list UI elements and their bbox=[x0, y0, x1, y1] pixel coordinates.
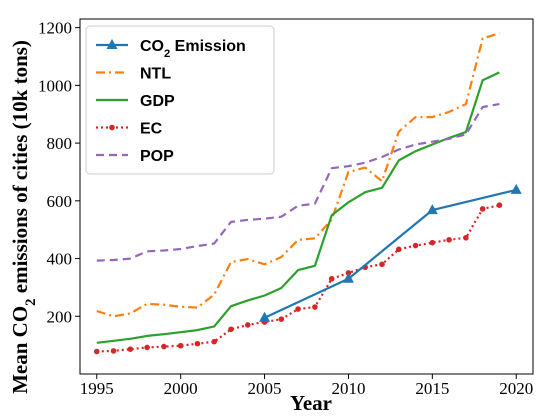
legend-marker bbox=[106, 39, 118, 49]
legend: CO2 Emission NTL GDP EC POP bbox=[85, 25, 275, 175]
legend-item-co-emission: CO2 Emission bbox=[96, 38, 246, 60]
y-tick-label: 200 bbox=[47, 307, 73, 326]
data-point-ec bbox=[93, 348, 100, 355]
plot-frame bbox=[79, 18, 534, 375]
series-layer bbox=[93, 32, 522, 355]
data-point-ec bbox=[144, 344, 150, 351]
y-tick-label: 800 bbox=[47, 134, 73, 153]
series-ntl bbox=[96, 32, 500, 318]
y-tick-label: 600 bbox=[47, 192, 73, 211]
data-point-ec bbox=[177, 342, 184, 349]
series-line-gdp bbox=[96, 71, 500, 344]
series-pop bbox=[96, 103, 500, 262]
y-axis-title: Mean CO2 emissions of cities (10k tons) bbox=[8, 40, 39, 394]
series-ec bbox=[93, 202, 503, 355]
legend-label: CO2 Emission bbox=[140, 38, 246, 60]
data-point-ec bbox=[395, 246, 402, 253]
data-point-ec bbox=[328, 275, 335, 282]
x-tick-label: 2005 bbox=[248, 379, 282, 398]
legend-item-pop: POP bbox=[96, 148, 174, 165]
y-tick-label: 1000 bbox=[38, 76, 72, 95]
data-point-ec bbox=[446, 236, 452, 243]
data-point-ec bbox=[379, 261, 385, 268]
data-point-ec bbox=[127, 346, 134, 352]
data-point-ec bbox=[110, 348, 117, 354]
data-point-co-emission bbox=[259, 311, 271, 322]
data-point-ec bbox=[429, 239, 436, 246]
series-co-emission bbox=[259, 183, 522, 322]
x-tick-label: 2015 bbox=[415, 379, 449, 398]
x-tick-label: 2020 bbox=[499, 379, 533, 398]
y-tick-label: 400 bbox=[47, 250, 73, 269]
data-point-ec bbox=[211, 338, 218, 345]
data-point-ec bbox=[228, 326, 234, 333]
x-tick-label: 2000 bbox=[164, 379, 198, 398]
data-point-ec bbox=[312, 304, 318, 310]
legend-label: POP bbox=[140, 148, 174, 165]
data-point-ec bbox=[412, 242, 419, 249]
legend-marker bbox=[109, 124, 115, 131]
data-point-ec bbox=[278, 316, 285, 322]
legend-label: GDP bbox=[140, 93, 175, 110]
legend-label: EC bbox=[140, 121, 163, 138]
data-point-ec bbox=[496, 202, 503, 208]
legend-box bbox=[85, 25, 275, 175]
y-tick-label: 1200 bbox=[38, 19, 72, 38]
data-point-co-emission bbox=[510, 183, 522, 194]
data-point-ec bbox=[295, 306, 301, 312]
x-tick-label: 2010 bbox=[331, 379, 365, 398]
data-point-ec bbox=[479, 206, 486, 212]
legend-item-ec: EC bbox=[96, 121, 163, 138]
series-line-co-emission bbox=[264, 188, 517, 319]
series-line-ntl bbox=[96, 32, 500, 318]
legend-label: NTL bbox=[140, 66, 171, 83]
data-point-ec bbox=[463, 234, 469, 241]
legend-item-gdp: GDP bbox=[96, 93, 175, 110]
data-point-ec bbox=[244, 322, 251, 328]
x-axis-title: Year bbox=[290, 391, 332, 415]
axes-layer: 1995 2000 2005 2010 2015 2020 200 400 600 800 1000… bbox=[38, 18, 534, 398]
legend-item-ntl: NTL bbox=[96, 66, 171, 83]
data-point-co-emission bbox=[342, 272, 354, 283]
x-tick-label: 1995 bbox=[80, 379, 114, 398]
series-gdp bbox=[96, 71, 500, 344]
data-point-co-emission bbox=[426, 204, 438, 215]
data-point-ec bbox=[161, 343, 167, 350]
series-line-pop bbox=[96, 103, 500, 262]
data-point-ec bbox=[194, 340, 201, 347]
